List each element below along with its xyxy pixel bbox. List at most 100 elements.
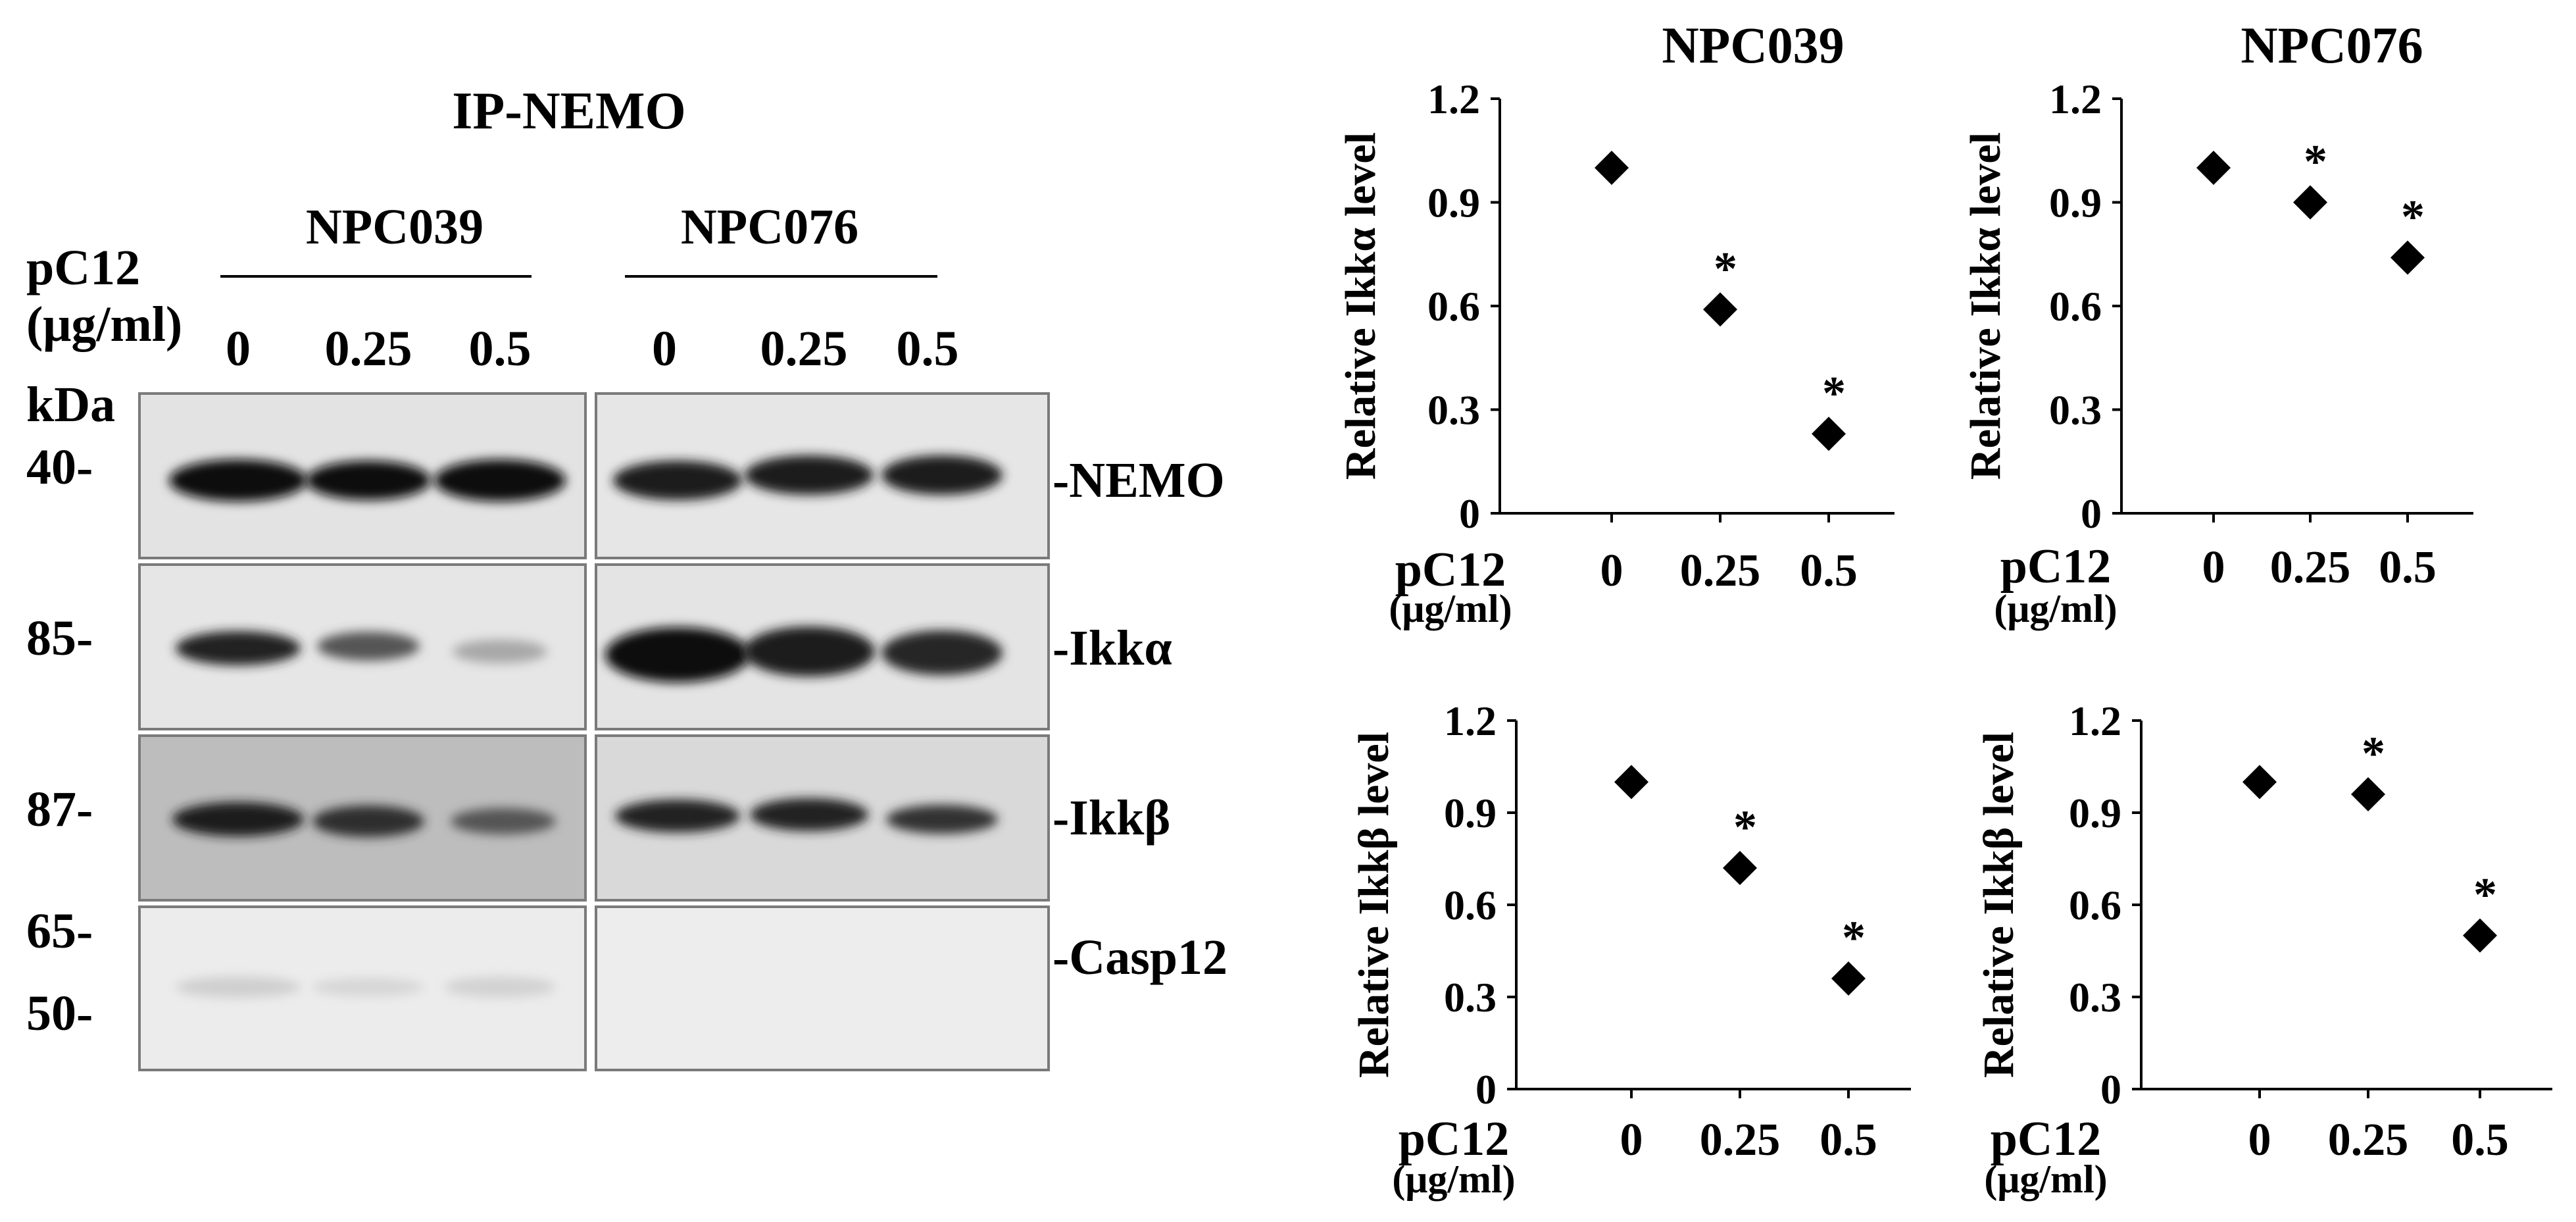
y-tick-label: 0.3: [1444, 974, 1497, 1021]
protein-label-ikka: -Ikkα: [1053, 621, 1172, 676]
dose-label: 0.5: [469, 321, 532, 376]
x-axis-label: pC12: [1399, 1112, 1510, 1166]
dose-label: 0: [226, 321, 251, 376]
significance-marker: *: [1733, 801, 1757, 853]
data-point: [1831, 961, 1866, 996]
chart-panel-ikkb-npc039: 0 0.3 0.6 0.9 1.2 0 0.25 0.5 pC12(μg/ml) Relative…: [1350, 698, 1911, 1201]
y-tick-label: 0.3: [2069, 974, 2121, 1021]
y-tick-label: 0: [2081, 490, 2102, 537]
band: [312, 805, 424, 837]
significance-marker: *: [2401, 191, 2425, 243]
treatment-unit-label: (μg/ml): [26, 297, 182, 352]
y-tick-label: 0.3: [1427, 387, 1480, 434]
band: [172, 802, 304, 836]
significance-marker: *: [1842, 911, 1866, 964]
x-tick-label: 0: [1600, 546, 1623, 596]
x-tick-label: 0.25: [1680, 546, 1761, 596]
band: [444, 977, 556, 998]
significance-marker: *: [1714, 242, 1737, 295]
y-tick-label: 1.2: [2069, 698, 2121, 744]
x-tick-label: 0.5: [2451, 1115, 2509, 1165]
y-tick-label: 0: [2100, 1066, 2121, 1113]
x-tick-label: 0.5: [1800, 546, 1858, 596]
band: [306, 461, 431, 500]
x-axis-label: pC12: [1395, 543, 1506, 597]
blot-title: IP-NEMO: [452, 82, 686, 140]
x-axis-label: pC12: [2000, 540, 2112, 594]
data-point: [2351, 777, 2385, 811]
band: [881, 455, 1003, 495]
x-axis-label: pC12: [1991, 1112, 2102, 1166]
data-point: [2293, 185, 2327, 220]
x-tick-label: 0: [2248, 1115, 2271, 1165]
data-point: [2242, 765, 2277, 800]
y-tick-label: 0.9: [1444, 790, 1497, 836]
marker-label-40: 40-: [26, 440, 93, 495]
data-point: [1595, 151, 1629, 185]
y-tick-label: 0.6: [2049, 283, 2102, 330]
x-tick-label: 0.25: [2328, 1115, 2409, 1165]
y-axis-label: Relative Ikkα level: [1337, 132, 1385, 480]
x-tick-label: 0: [1620, 1115, 1643, 1165]
x-tick-label: 0: [2202, 542, 2225, 593]
data-point: [1723, 851, 1757, 885]
chart-panel-ikka-npc039: 0 0.3 0.6 0.9 1.2 0 0.25 0.5 pC12(μg/ml) Relative…: [1337, 16, 1895, 630]
protein-label-ikkb: -Ikkβ: [1053, 790, 1170, 846]
marker-label-85: 85-: [26, 611, 93, 666]
y-tick-label: 0: [1459, 490, 1480, 537]
x-tick-label: 0.5: [2379, 542, 2437, 593]
x-axis-label-unit: (μg/ml): [1392, 1158, 1515, 1201]
band: [605, 627, 750, 682]
western-blot-panel: IP-NEMO NPC039 NPC076 pC12 (μg/ml) 0 0.2…: [26, 82, 1227, 1071]
band: [176, 977, 301, 998]
marker-label-87: 87-: [26, 782, 93, 837]
band: [743, 626, 875, 676]
data-point: [1614, 765, 1648, 800]
protein-label-nemo: -NEMO: [1053, 453, 1225, 508]
y-axis-label: Relative Ikkα level: [1962, 132, 2010, 480]
band: [169, 459, 307, 501]
blot-strip-casp12-npc076: [595, 905, 1050, 1071]
dose-label: 0.5: [897, 321, 959, 376]
chart-title: NPC076: [2241, 16, 2423, 74]
y-axis-label: Relative Ikkβ level: [1975, 732, 2023, 1078]
cell-line-label-npc039: NPC039: [306, 199, 483, 255]
dose-label: 0.25: [325, 321, 412, 376]
band: [750, 798, 868, 831]
chart-title: NPC039: [1662, 16, 1844, 74]
data-point: [1812, 417, 1846, 451]
y-tick-label: 0.9: [1427, 180, 1480, 226]
x-tick-label: 0.5: [1820, 1115, 1877, 1165]
kda-label: kDa: [26, 377, 115, 432]
data-point: [2196, 151, 2231, 185]
band: [176, 631, 301, 665]
treatment-label: pC12: [26, 240, 140, 295]
marker-label-65: 65-: [26, 904, 93, 959]
band: [317, 632, 420, 661]
band: [451, 808, 556, 834]
dose-label: 0: [652, 321, 677, 376]
band: [615, 800, 740, 832]
data-point: [1703, 292, 1737, 327]
x-tick-label: 0.25: [1700, 1115, 1781, 1165]
band: [886, 805, 998, 834]
y-tick-label: 1.2: [2049, 76, 2102, 122]
data-point: [2463, 918, 2497, 953]
chart-panel-ikka-npc076: 0 0.3 0.6 0.9 1.2 0 0.25 0.5 pC12(μg/ml) Relative…: [1962, 16, 2473, 630]
y-tick-label: 1.2: [1427, 76, 1480, 122]
y-tick-label: 0: [1475, 1066, 1497, 1113]
x-axis-label-unit: (μg/ml): [1984, 1158, 2107, 1201]
cell-line-label-npc076: NPC076: [681, 199, 858, 255]
band: [312, 978, 424, 996]
band: [434, 459, 566, 501]
y-axis-label: Relative Ikkβ level: [1350, 732, 1398, 1078]
significance-marker: *: [2362, 727, 2385, 780]
chart-panel-ikkb-npc076: 0 0.3 0.6 0.9 1.2 0 0.25 0.5 pC12(μg/ml) Relative…: [1975, 698, 2552, 1201]
y-tick-label: 0.6: [2069, 882, 2121, 929]
protein-label-casp12: -Casp12: [1053, 930, 1227, 985]
band: [881, 630, 1003, 675]
y-tick-label: 1.2: [1444, 698, 1497, 744]
x-axis-label-unit: (μg/ml): [1389, 587, 1512, 630]
y-tick-label: 0.3: [2049, 387, 2102, 434]
